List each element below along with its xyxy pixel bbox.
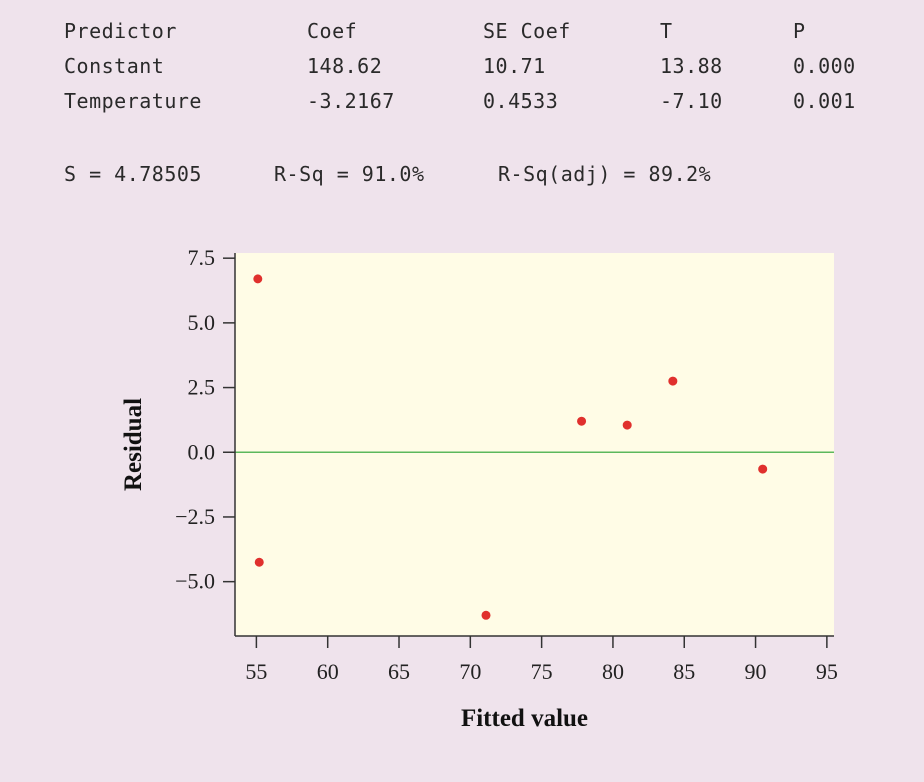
y-tick-label: −5.0 — [175, 569, 215, 594]
header-t: T — [660, 19, 673, 43]
x-tick-label: 70 — [459, 659, 481, 684]
x-axis-title: Fitted value — [461, 705, 588, 732]
summary-rsq-adj: R-Sq(adj) = 89.2% — [498, 162, 712, 186]
y-tick-label: 7.5 — [188, 245, 216, 270]
y-tick-label: 2.5 — [188, 375, 216, 400]
header-predictor: Predictor — [64, 19, 177, 43]
row-temperature-predictor: Temperature — [64, 89, 202, 113]
x-tick-label: 95 — [816, 659, 838, 684]
data-point — [481, 610, 491, 620]
header-se-coef: SE Coef — [483, 19, 571, 43]
header-p: P — [793, 19, 806, 43]
data-point — [577, 416, 587, 426]
row-constant-p: 0.000 — [793, 54, 856, 78]
x-tick-label: 55 — [245, 659, 267, 684]
data-point — [254, 557, 264, 567]
x-tick-label: 65 — [388, 659, 410, 684]
summary-rsq: R-Sq = 91.0% — [274, 162, 425, 186]
row-constant-coef: 148.62 — [307, 54, 383, 78]
y-axis-title: Residual — [120, 398, 147, 491]
x-tick-label: 80 — [602, 659, 624, 684]
x-tick-label: 90 — [745, 659, 767, 684]
summary-s: S = 4.78505 — [64, 162, 202, 186]
row-constant-t: 13.88 — [660, 54, 723, 78]
header-coef: Coef — [307, 19, 358, 43]
data-point — [253, 274, 263, 284]
row-temperature-p: 0.001 — [793, 89, 856, 113]
y-tick-label: −2.5 — [175, 504, 215, 529]
row-temperature-coef: -3.2167 — [307, 89, 395, 113]
row-temperature-se-coef: 0.4533 — [483, 89, 559, 113]
y-tick-label: 5.0 — [188, 310, 216, 335]
plot-area — [235, 253, 834, 636]
x-tick-label: 60 — [317, 659, 339, 684]
data-point — [668, 376, 678, 386]
x-tick-label: 75 — [531, 659, 553, 684]
x-tick-label: 85 — [673, 659, 695, 684]
row-constant-se-coef: 10.71 — [483, 54, 546, 78]
row-temperature-t: -7.10 — [660, 89, 723, 113]
data-point — [622, 420, 632, 430]
y-tick-label: 0.0 — [188, 439, 216, 464]
data-point — [758, 464, 768, 474]
row-constant-predictor: Constant — [64, 54, 165, 78]
